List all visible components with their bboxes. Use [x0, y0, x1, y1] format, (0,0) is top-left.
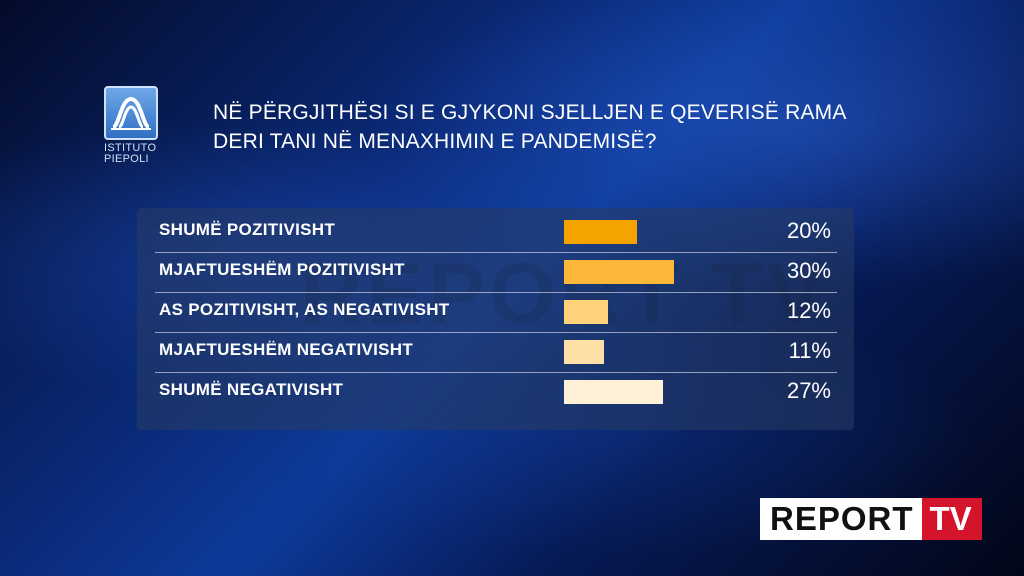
chart-title: NË PËRGJITHËSI SI E GJYKONI SJELLJEN E Q…: [213, 98, 933, 156]
value-label: 27%: [786, 378, 831, 403]
value-label: 20%: [786, 218, 831, 243]
chart-row: SHUMË POZITIVISHT 20%: [155, 212, 837, 253]
chart-row: SHUMË NEGATIVISHT 27%: [155, 372, 837, 412]
chart-row: AS POZITIVISHT, AS NEGATIVISHT 12%: [155, 292, 837, 333]
title-line2: DERI TANI NË MENAXHIMIN E PANDEMISË?: [213, 130, 657, 153]
brand-report-text: REPORT: [760, 498, 922, 540]
bar: [564, 260, 674, 284]
bar: [564, 380, 663, 404]
bar: [564, 220, 637, 244]
title-line1: NË PËRGJITHËSI SI E GJYKONI SJELLJEN E Q…: [213, 101, 847, 124]
category-label: MJAFTUESHËM NEGATIVISHT: [159, 340, 414, 359]
bar: [564, 340, 604, 364]
bar: [564, 300, 608, 324]
logo-line1: ISTITUTO: [104, 142, 157, 154]
category-label: MJAFTUESHËM POZITIVISHT: [159, 260, 405, 279]
chart-row: MJAFTUESHËM NEGATIVISHT 11%: [155, 332, 837, 373]
logo-line2: PIEPOLI: [104, 153, 149, 165]
value-label: 30%: [786, 258, 831, 283]
report-tv-logo: REPORT TV: [760, 498, 982, 540]
brand-tv-text: TV: [921, 498, 982, 540]
piepoli-logo-icon: [104, 86, 158, 140]
results-panel: SHUMË POZITIVISHT 20% MJAFTUESHËM POZITIVI…: [137, 208, 854, 430]
category-label: SHUMË POZITIVISHT: [159, 220, 336, 239]
value-label: 12%: [786, 298, 831, 323]
istituto-piepoli-logo: ISTITUTO PIEPOLI: [104, 86, 162, 166]
chart-row: MJAFTUESHËM POZITIVISHT 30%: [155, 252, 837, 293]
category-label: AS POZITIVISHT, AS NEGATIVISHT: [159, 300, 450, 319]
logo-text: ISTITUTO PIEPOLI: [104, 143, 162, 165]
value-label: 11%: [788, 338, 831, 363]
category-label: SHUMË NEGATIVISHT: [159, 380, 344, 399]
